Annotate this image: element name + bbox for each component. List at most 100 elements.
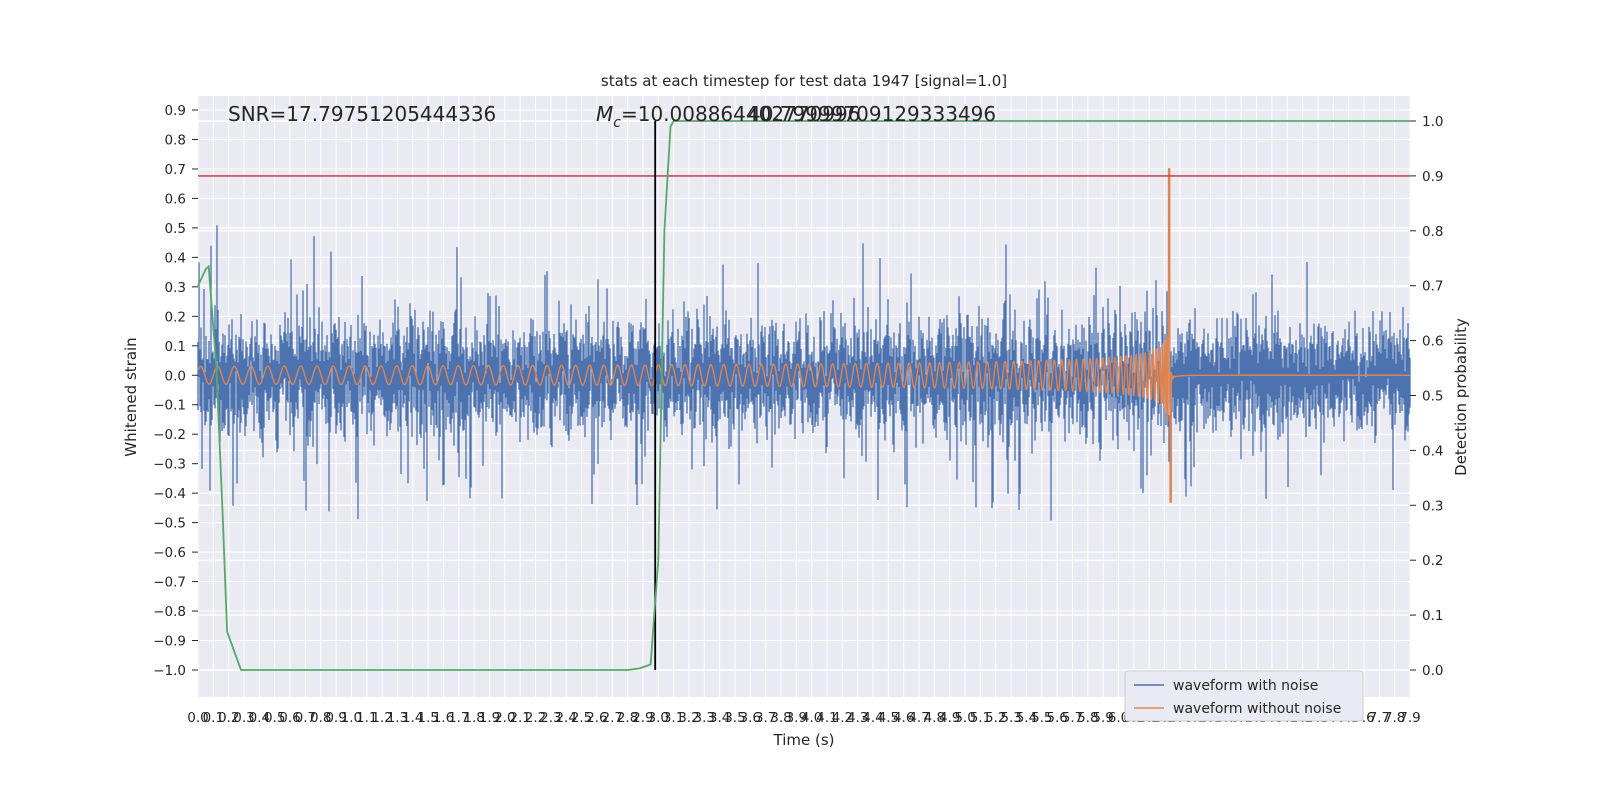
legend: waveform with noise waveform without noi… [1124, 670, 1364, 722]
x-tick-label: 3.1 [663, 710, 684, 726]
y-tick-label-left: 0.9 [165, 103, 186, 119]
x-tick-label: 5.9 [1092, 710, 1113, 726]
y-tick-label-left: 0.3 [165, 280, 186, 296]
y-tick-label-right: 0.9 [1422, 169, 1443, 185]
x-tick-label: 2.7 [601, 710, 622, 726]
plot-area [198, 96, 1410, 697]
y-tick-label-right: 0.4 [1422, 443, 1443, 459]
x-tick-label: 7.9 [1399, 710, 1420, 726]
x-tick-label: 0.6 [279, 710, 300, 726]
y-tick-label-right: 0.7 [1422, 279, 1443, 295]
y-tick-label-left: −0.7 [153, 575, 186, 591]
x-tick-label: 1.9 [479, 710, 500, 726]
x-tick-label: 3.3 [694, 710, 715, 726]
y-tick-label-left: −0.5 [153, 516, 186, 532]
x-tick-label: 7.8 [1384, 710, 1405, 726]
x-tick-label: 5.0 [954, 710, 975, 726]
x-tick-label: 3.8 [770, 710, 791, 726]
x-tick-label: 0.3 [233, 710, 254, 726]
legend-label-clean: waveform without noise [1173, 701, 1341, 717]
x-tick-label: 3.4 [709, 710, 730, 726]
x-tick-label: 4.3 [847, 710, 868, 726]
x-tick-label: 4.2 [832, 710, 853, 726]
x-tick-label: 4.1 [816, 710, 837, 726]
x-tick-label: 2.2 [525, 710, 546, 726]
x-tick-label: 3.7 [755, 710, 776, 726]
legend-label-noise: waveform with noise [1173, 678, 1318, 694]
x-tick-label: 2.1 [509, 710, 530, 726]
y-axis-label-left: Whitened strain [122, 337, 140, 456]
x-tick-label: 2.9 [632, 710, 653, 726]
x-tick-label: 0.8 [310, 710, 331, 726]
x-tick-label: 5.6 [1046, 710, 1067, 726]
y-tick-label-right: 0.5 [1422, 389, 1443, 405]
y-tick-label-right: 1.0 [1422, 114, 1443, 130]
x-tick-label: 1.2 [371, 710, 392, 726]
chart-title: stats at each timestep for test data 194… [601, 72, 1007, 90]
x-tick-label: 1.0 [341, 710, 362, 726]
chirp-mass-annotation: Mc=10.008864402770996 [596, 102, 860, 131]
y-tick-label-left: 0.2 [165, 309, 186, 325]
y-tick-label-right: 0.2 [1422, 553, 1443, 569]
x-tick-label: 1.7 [448, 710, 469, 726]
mc-subscript: c [613, 115, 621, 131]
series-waveform-without-noise [197, 168, 1410, 503]
y-tick-label-right: 0.6 [1422, 334, 1443, 350]
overlays [197, 120, 1410, 671]
x-tick-label: 1.1 [356, 710, 377, 726]
x-tick-label: 1.3 [387, 710, 408, 726]
x-tick-label: 3.0 [648, 710, 669, 726]
x-tick-label: 4.9 [939, 710, 960, 726]
x-tick-label: 2.4 [555, 710, 576, 726]
y-tick-label-right: 0.0 [1422, 663, 1443, 679]
y-axis-label-right: Detection probability [1452, 318, 1470, 476]
x-tick-label: 4.0 [801, 710, 822, 726]
mc-value: =10.008864402770996 [621, 102, 860, 126]
noise-waveform-trace [197, 225, 1411, 521]
y-tick-label-left: 0.6 [165, 191, 186, 207]
x-tick-label: 2.8 [617, 710, 638, 726]
x-tick-label: 1.8 [463, 710, 484, 726]
x-tick-label: 3.2 [678, 710, 699, 726]
x-tick-label: 3.6 [740, 710, 761, 726]
x-tick-label: 2.0 [494, 710, 515, 726]
y-tick-label-left: 0.5 [165, 221, 186, 237]
x-axis-label: Time (s) [773, 731, 835, 749]
clean-waveform-trace [197, 168, 1410, 503]
x-tick-label: 2.5 [571, 710, 592, 726]
x-tick-label: 7.7 [1369, 710, 1390, 726]
y-tick-label-right: 0.8 [1422, 224, 1443, 240]
x-tick-label: 0.0 [187, 710, 208, 726]
x-tick-label: 5.7 [1062, 710, 1083, 726]
x-tick-label: 1.5 [417, 710, 438, 726]
x-tick-label: 5.4 [1016, 710, 1037, 726]
x-tick-label: 5.8 [1077, 710, 1098, 726]
y-tick-label-left: 0.7 [165, 162, 186, 178]
x-tick-label: 0.5 [264, 710, 285, 726]
x-tick-label: 2.6 [586, 710, 607, 726]
y-tick-label-left: 0.4 [165, 250, 186, 266]
mc-symbol: M [596, 102, 613, 126]
x-tick-label: 2.3 [540, 710, 561, 726]
x-tick-label: 1.6 [433, 710, 454, 726]
y-tick-label-left: −0.2 [153, 427, 186, 443]
x-tick-label: 1.4 [402, 710, 423, 726]
y-tick-label-left: −0.3 [153, 457, 186, 473]
x-tick-label: 5.1 [970, 710, 991, 726]
y-tick-label-right: 0.3 [1422, 498, 1443, 514]
y-tick-label-left: 0.0 [165, 368, 186, 384]
detection-probability-curve [197, 120, 1410, 671]
y-tick-label-left: 0.8 [165, 132, 186, 148]
x-tick-label: 5.3 [1000, 710, 1021, 726]
y-tick-label-right: 0.1 [1422, 608, 1443, 624]
snr-annotation: SNR=17.79751205444336 [228, 102, 496, 126]
y-tick-label-left: −0.4 [153, 486, 186, 502]
x-tick-label: 4.6 [893, 710, 914, 726]
y-tick-label-left: −0.6 [153, 545, 186, 561]
x-tick-label: 0.2 [218, 710, 239, 726]
y-tick-label-left: −0.1 [153, 398, 186, 414]
overlapping-annotation: 40.79999709129333496 [748, 102, 996, 126]
x-tick-label: 0.7 [295, 710, 316, 726]
x-tick-label: 3.9 [786, 710, 807, 726]
